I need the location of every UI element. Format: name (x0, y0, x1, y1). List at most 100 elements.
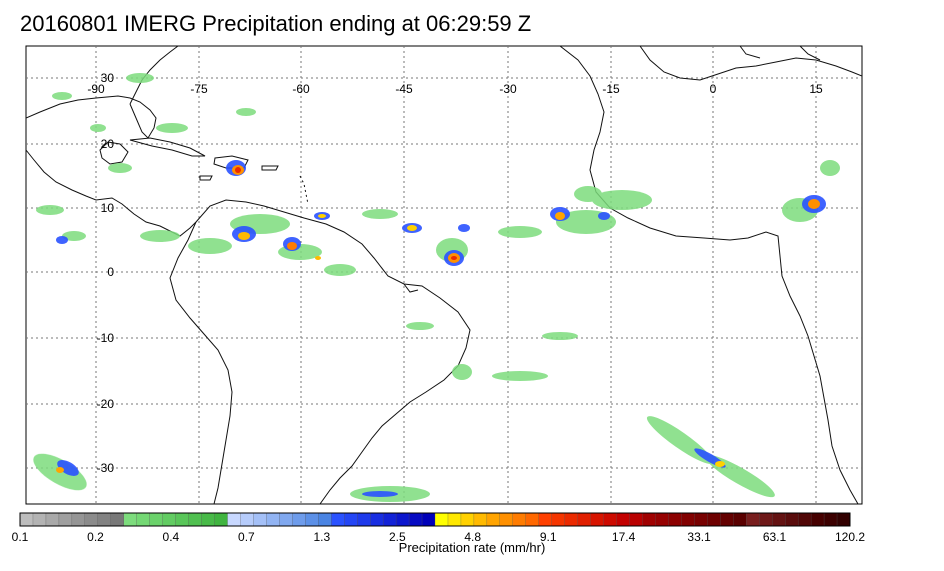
longitude-label: 15 (809, 82, 823, 96)
colorbar-swatch (720, 512, 734, 527)
colorbar-swatch (123, 512, 138, 527)
colorbar-title: Precipitation rate (mm/hr) (398, 540, 546, 555)
colorbar-tick-label: 0.7 (238, 530, 255, 544)
colorbar-swatch (149, 512, 164, 527)
colorbar-swatch (797, 512, 812, 527)
colorbar-swatch (655, 512, 669, 527)
longitude-label: -15 (602, 82, 620, 96)
colorbar-tick-label: 33.1 (687, 530, 711, 544)
colorbar-swatch (201, 512, 215, 527)
colorbar-swatch (460, 512, 475, 527)
colorbar-swatch (58, 512, 73, 527)
colorbar-tick-label: 0.1 (12, 530, 29, 544)
colorbar-swatch (292, 512, 306, 527)
latitude-labels: 30 20 10 0 -10 -20 -30 (97, 71, 115, 475)
colorbar-frame (19, 512, 851, 527)
colorbar-swatch (447, 512, 462, 527)
colorbar-swatch (97, 512, 112, 527)
colorbar-swatch (408, 512, 423, 527)
colorbar-swatch (746, 512, 760, 527)
colorbar-tick-label: 63.1 (763, 530, 787, 544)
colorbar-swatch (616, 512, 630, 527)
colorbar-swatch (577, 512, 592, 527)
colorbar-tick-label: 4.8 (464, 530, 481, 544)
colorbar-swatch (836, 512, 851, 527)
colorbar-tick-label: 17.4 (612, 530, 636, 544)
colorbar-swatch (110, 512, 125, 527)
longitude-label: -75 (190, 82, 208, 96)
colorbar-swatch (629, 512, 643, 527)
colorbar-tick-label: 120.2 (835, 530, 865, 544)
colorbar-swatch (45, 512, 60, 527)
colorbar-swatch (564, 512, 579, 527)
colorbar-swatch (162, 512, 177, 527)
colorbar-swatch (344, 512, 358, 527)
colorbar-swatch (823, 512, 838, 527)
colorbar-swatch (253, 512, 267, 527)
gridlines (26, 46, 862, 504)
colorbar-swatch (357, 512, 371, 527)
colorbar-tick-label: 0.4 (163, 530, 180, 544)
colorbar-tick-label: 1.3 (313, 530, 330, 544)
colorbar-swatch (772, 512, 786, 527)
latitude-label: -20 (97, 397, 115, 411)
colorbar (19, 512, 851, 527)
colorbar-swatch (188, 512, 203, 527)
latitude-label: -30 (97, 461, 115, 475)
colorbar-swatch (331, 512, 345, 527)
colorbar-swatch (136, 512, 151, 527)
colorbar-swatch (175, 512, 190, 527)
latitude-label: -10 (97, 331, 115, 345)
colorbar-swatch (681, 512, 695, 527)
colorbar-swatch (32, 512, 47, 527)
colorbar-swatch (668, 512, 682, 527)
colorbar-swatch (810, 512, 825, 527)
colorbar-swatch (603, 512, 618, 527)
colorbar-swatch (395, 512, 410, 527)
colorbar-swatch (538, 512, 553, 527)
latitude-label: 0 (107, 265, 114, 279)
plot-area (25, 45, 863, 505)
longitude-label: -90 (87, 82, 105, 96)
colorbar-swatch (707, 512, 721, 527)
longitude-label: -30 (499, 82, 517, 96)
colorbar-swatch (71, 512, 86, 527)
colorbar-swatch (512, 512, 527, 527)
colorbar-swatch (499, 512, 514, 527)
precip-heavy (56, 165, 820, 473)
longitude-labels: -90 -75 -60 -45 -30 -15 0 15 (87, 82, 823, 96)
colorbar-swatch (486, 512, 501, 527)
colorbar-swatch (370, 512, 384, 527)
latitude-label: 30 (101, 71, 115, 85)
colorbar-swatch (733, 512, 747, 527)
colorbar-swatch (240, 512, 254, 527)
colorbar-tick-label: 9.1 (540, 530, 557, 544)
colorbar-swatch (642, 512, 656, 527)
colorbar-swatch (382, 512, 397, 527)
colorbar-swatch (694, 512, 708, 527)
longitude-label: 0 (710, 82, 717, 96)
colorbar-swatch (525, 512, 540, 527)
colorbar-swatch (227, 512, 241, 527)
colorbar-swatch (421, 512, 436, 527)
map-title: 20160801 IMERG Precipitation ending at 0… (20, 11, 532, 36)
colorbar-swatch (305, 512, 319, 527)
colorbar-tick-labels: 0.1 0.2 0.4 0.7 1.3 2.5 4.8 9.1 17.4 33.1 63.1 120.… (12, 530, 866, 544)
colorbar-swatch (473, 512, 488, 527)
longitude-label: -60 (292, 82, 310, 96)
colorbar-swatch (551, 512, 566, 527)
latitude-label: 20 (101, 137, 115, 151)
colorbar-swatch (590, 512, 605, 527)
colorbar-swatch (318, 512, 332, 527)
colorbar-swatch (19, 512, 34, 527)
latitude-label: 10 (101, 201, 115, 215)
colorbar-swatch (214, 512, 228, 527)
colorbar-swatch (266, 512, 280, 527)
colorbar-swatch (785, 512, 799, 527)
colorbar-tick-label: 0.2 (87, 530, 104, 544)
colorbar-swatch (434, 512, 449, 527)
colorbar-swatch (759, 512, 773, 527)
colorbar-tick-label: 2.5 (389, 530, 406, 544)
colorbar-swatch (84, 512, 99, 527)
